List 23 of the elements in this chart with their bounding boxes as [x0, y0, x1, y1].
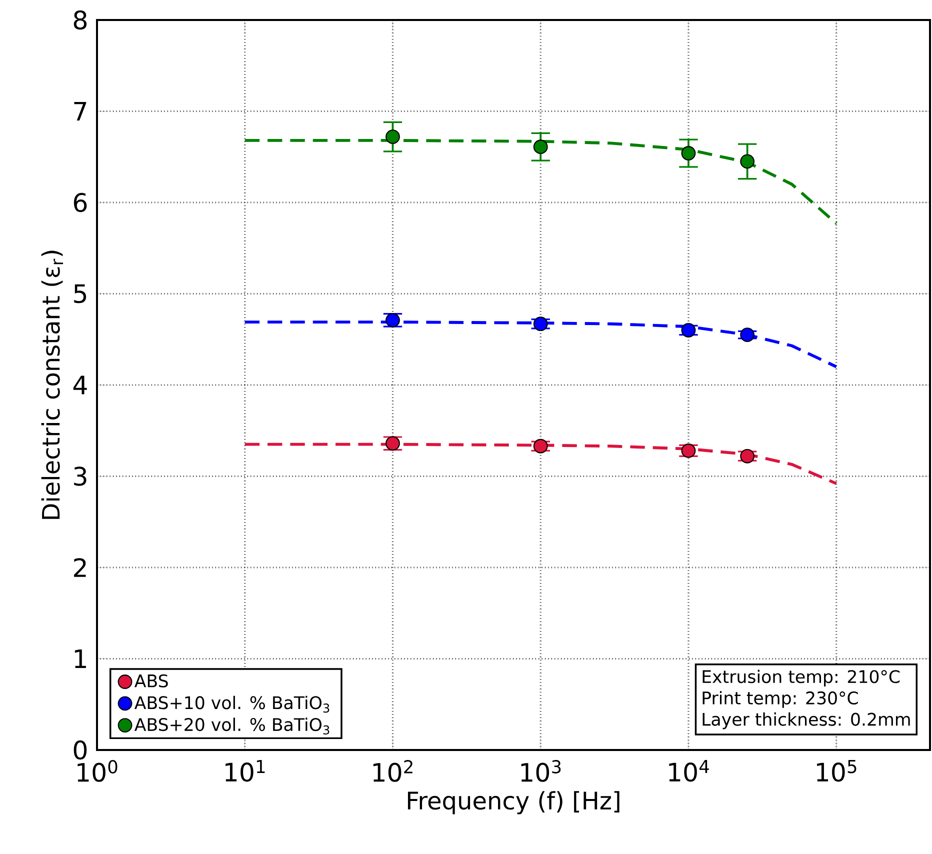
- x-tick-label: 10$^{2}$: [373, 760, 412, 782]
- y-tick-label: 2: [74, 558, 86, 577]
- y-tick-label: 3: [74, 466, 86, 486]
- x-axis-title: Frequency (f) [Hz]: [408, 791, 620, 814]
- x-tick-label: 10$^{5}$: [817, 760, 856, 782]
- legend-label: ABS: [134, 674, 168, 688]
- annotation: Extrusion temp: 210°C: [702, 670, 900, 687]
- annotation: Layer thickness: 0.2mm: [702, 712, 910, 730]
- x-tick-label: 10$^{1}$: [226, 760, 265, 782]
- x-tick-label: 10$^{0}$: [78, 760, 118, 782]
- legend-label: ABS+20 vol. % BaTiO$_{3}$: [134, 718, 330, 735]
- y-tick-label: 5: [74, 284, 86, 304]
- y-axis-title: Dielectric constant (ε$_{r}$): [41, 250, 64, 519]
- x-tick-label: 10$^{3}$: [521, 760, 561, 782]
- y-tick-label: 6: [74, 192, 87, 212]
- y-tick-label: 4: [73, 376, 87, 394]
- annotation: Print temp: 230°C: [702, 691, 858, 708]
- y-tick-label: 7: [74, 102, 86, 120]
- y-tick-label: 8: [74, 10, 87, 30]
- x-tick-label: 10$^{4}$: [669, 760, 709, 782]
- y-tick-label: 1: [74, 650, 86, 668]
- legend-label: ABS+10 vol. % BaTiO$_{3}$: [134, 696, 330, 713]
- y-tick-label: 0: [74, 740, 87, 760]
